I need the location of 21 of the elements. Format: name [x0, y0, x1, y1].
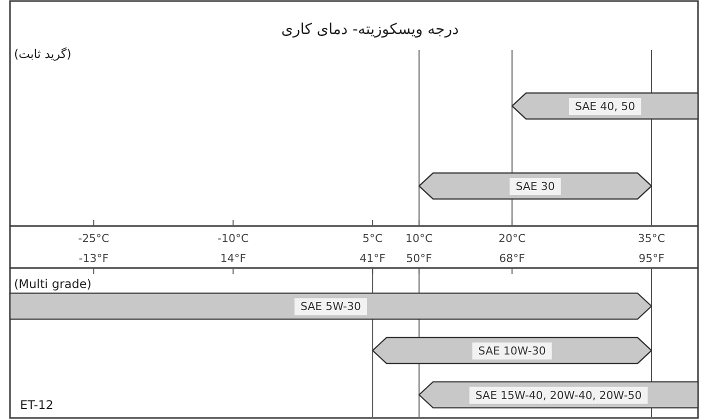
annotation: ET-12: [20, 398, 54, 412]
y-tick-label: SAE 40, 50: [574, 100, 636, 113]
x2-tick-label: 95°F: [638, 252, 664, 265]
annotation: (Multi grade): [14, 277, 92, 291]
annotation: (گرید ثابت): [14, 47, 72, 61]
x2-tick-label: 68°F: [499, 252, 525, 265]
x2-tick-label: -13°F: [78, 252, 109, 265]
y-tick-label: SAE 15W-40, 20W-40, 20W-50: [475, 388, 642, 402]
x-tick-label: -25°C: [78, 232, 110, 245]
x-tick-label: 10°C: [405, 232, 433, 245]
x-tick-label: -10°C: [218, 232, 250, 245]
x-tick-label: 5°C: [362, 232, 383, 245]
chart-title: درجه ویسکوزیته- دمای کاری: [281, 20, 459, 38]
x2-tick-label: 14°F: [220, 252, 246, 265]
y-tick-label: SAE 30: [516, 180, 555, 193]
x-tick-label: 20°C: [498, 232, 526, 245]
x-tick-label: 35°C: [638, 232, 666, 245]
y-tick-label: SAE 10W-30: [478, 344, 546, 358]
x2-tick-label: 50°F: [406, 252, 432, 265]
y-tick-label: SAE 5W-30: [300, 300, 362, 314]
x2-tick-label: 41°F: [360, 252, 386, 265]
